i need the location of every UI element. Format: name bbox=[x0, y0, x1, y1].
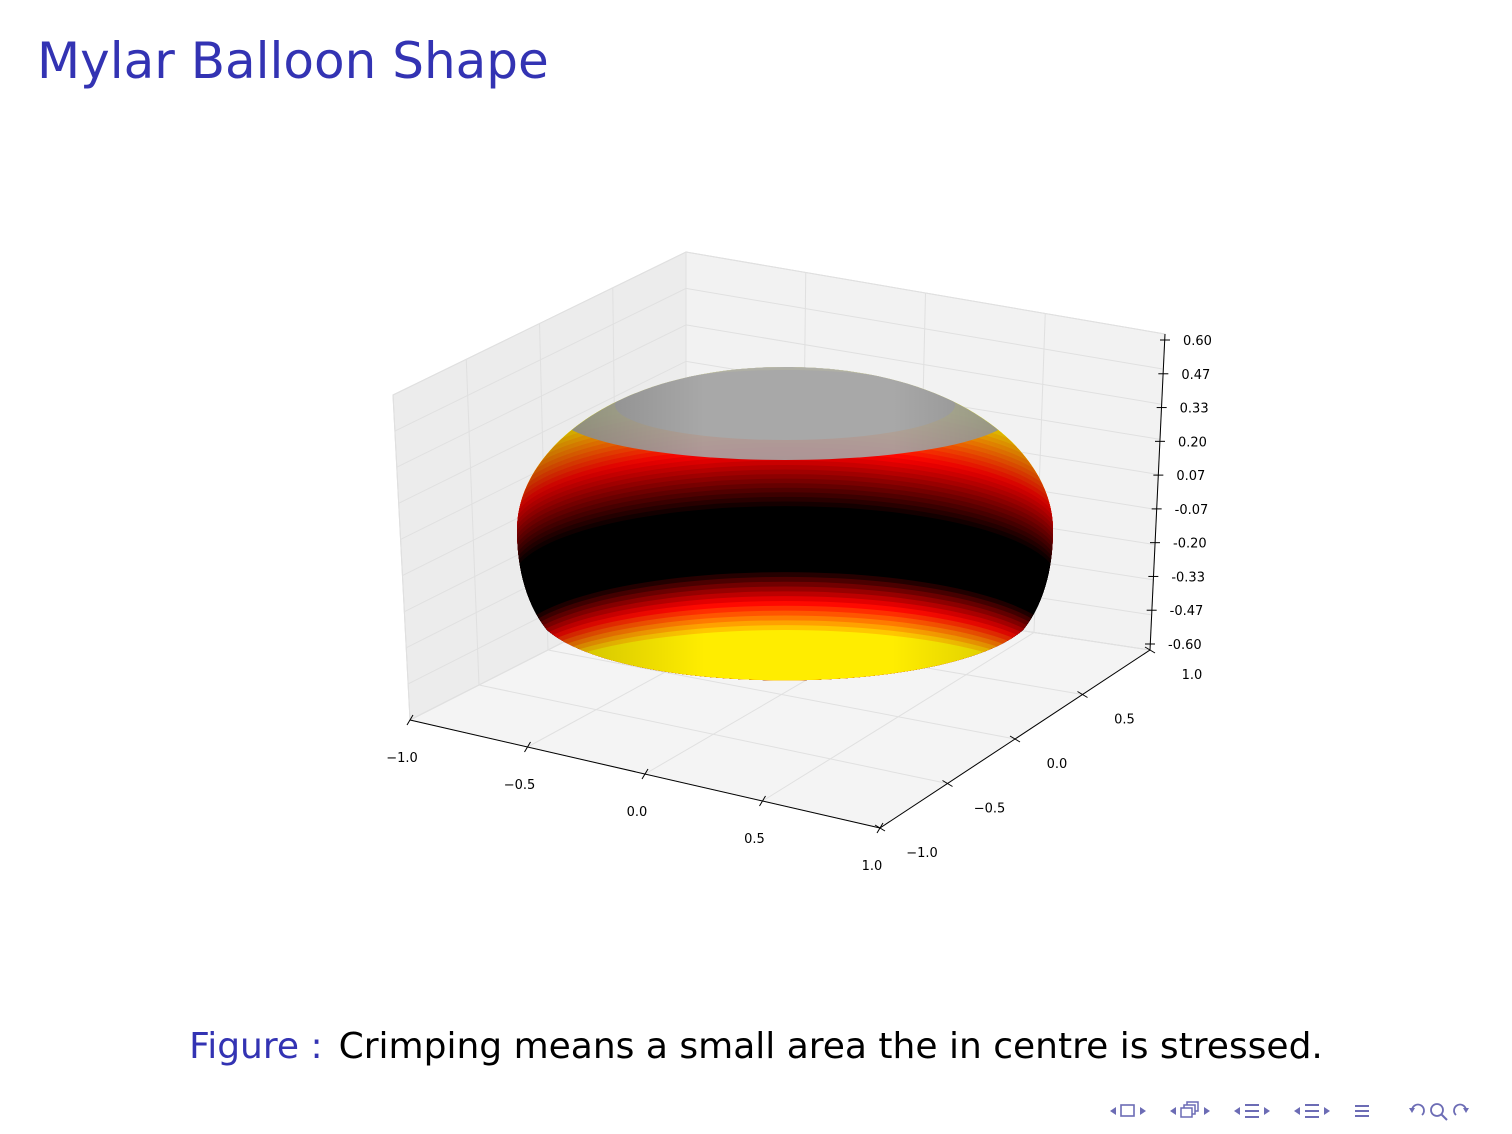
x-tick-label: 0.0 bbox=[627, 805, 648, 820]
caption-label: Figure : bbox=[189, 1026, 323, 1067]
z-tick-label: -0.07 bbox=[1175, 503, 1209, 518]
grid-line bbox=[465, 359, 480, 686]
section-next-icon[interactable] bbox=[1262, 1104, 1272, 1118]
frame-next-icon[interactable] bbox=[1138, 1104, 1148, 1118]
x-ticks: −1.0 −0.5 0.0 0.5 1.0 bbox=[386, 714, 884, 874]
back-icon[interactable] bbox=[1406, 1101, 1428, 1121]
z-tick-label: -0.60 bbox=[1168, 638, 1202, 653]
y-tick-label: 0.5 bbox=[1114, 713, 1135, 728]
subsection-prev-icon[interactable] bbox=[1168, 1104, 1178, 1118]
z-tick-label: -0.20 bbox=[1173, 537, 1207, 552]
x-tick bbox=[759, 795, 766, 807]
x-tick bbox=[406, 714, 414, 726]
subsection-next-icon[interactable] bbox=[1202, 1104, 1212, 1118]
section-icon[interactable] bbox=[1242, 1101, 1262, 1121]
z-tick-label: 0.33 bbox=[1180, 402, 1209, 417]
y-tick-label: −0.5 bbox=[974, 802, 1006, 817]
grid-line bbox=[394, 287, 1164, 432]
section-prev-icon[interactable] bbox=[1232, 1104, 1242, 1118]
z-tick-label: -0.47 bbox=[1170, 604, 1204, 619]
search-icon[interactable] bbox=[1428, 1101, 1450, 1121]
nav-frame-group bbox=[1108, 1102, 1148, 1120]
subsubsection-prev-icon[interactable] bbox=[1292, 1104, 1302, 1118]
y-tick-label: 1.0 bbox=[1182, 668, 1203, 683]
z-tick-label: 0.07 bbox=[1176, 469, 1205, 484]
grid-line bbox=[396, 324, 1162, 468]
x-tick bbox=[641, 768, 649, 780]
x-tick-label: 0.5 bbox=[744, 832, 765, 847]
z-tick-label: -0.33 bbox=[1171, 570, 1205, 585]
grid-line bbox=[392, 251, 1166, 396]
y-tick bbox=[942, 780, 953, 787]
slide-title: Mylar Balloon Shape bbox=[37, 32, 549, 90]
subsubsection-next-icon[interactable] bbox=[1322, 1104, 1332, 1118]
grid-line bbox=[762, 632, 1035, 802]
nav-search-group bbox=[1406, 1101, 1472, 1121]
forward-icon[interactable] bbox=[1450, 1101, 1472, 1121]
z-axis-line bbox=[1149, 333, 1166, 651]
x-tick bbox=[524, 741, 531, 753]
figure-caption: Figure : Crimping means a small area the … bbox=[0, 1026, 1512, 1067]
frame-icon[interactable] bbox=[1118, 1102, 1138, 1120]
y-tick-label: 0.0 bbox=[1047, 757, 1068, 772]
nav-section-group bbox=[1232, 1101, 1272, 1121]
z-tick-label: 0.20 bbox=[1178, 435, 1207, 450]
nav-subsection-group bbox=[1168, 1100, 1212, 1122]
subsubsection-icon[interactable] bbox=[1302, 1101, 1322, 1121]
grid-line bbox=[392, 394, 411, 721]
nav-align-group bbox=[1352, 1101, 1372, 1121]
nav-subsubsection-group bbox=[1292, 1101, 1332, 1121]
y-ticks: −1.0 −0.5 0.0 0.5 1.0 bbox=[874, 646, 1203, 861]
z-ticks: 0.60 0.47 0.33 0.20 0.07 -0.07 -0.20 -0.33 -0.47… bbox=[1145, 334, 1212, 653]
y-tick bbox=[1144, 646, 1156, 654]
align-icon[interactable] bbox=[1352, 1101, 1372, 1121]
z-tick-label: 0.60 bbox=[1183, 334, 1212, 349]
beamer-navigation bbox=[1088, 1099, 1472, 1123]
caption-text: Crimping means a small area the in centr… bbox=[338, 1026, 1323, 1067]
x-tick-label: 1.0 bbox=[862, 859, 883, 874]
balloon-shading bbox=[517, 367, 1053, 681]
frame-prev-icon[interactable] bbox=[1108, 1104, 1118, 1118]
subsection-icon[interactable] bbox=[1178, 1100, 1202, 1122]
z-tick-label: 0.47 bbox=[1181, 368, 1210, 383]
y-tick bbox=[1009, 735, 1021, 743]
y-tick bbox=[1077, 691, 1088, 698]
y-tick-label: −1.0 bbox=[906, 846, 938, 861]
x-tick-label: −1.0 bbox=[386, 751, 418, 766]
x-tick-label: −0.5 bbox=[504, 778, 536, 793]
grid-line bbox=[398, 360, 1161, 504]
grid-line bbox=[547, 649, 1016, 740]
y-tick bbox=[874, 824, 886, 832]
